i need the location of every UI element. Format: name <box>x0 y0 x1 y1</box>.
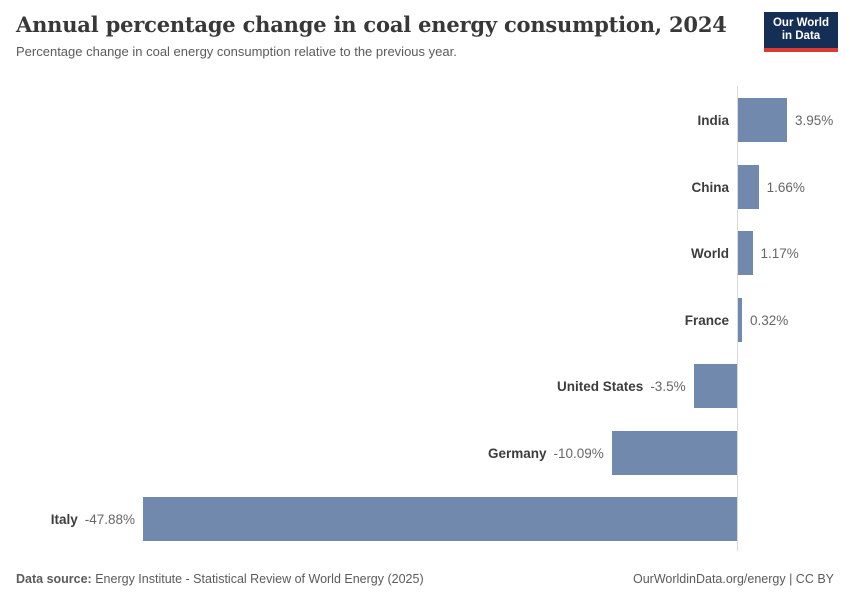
bar-france[interactable] <box>738 298 742 342</box>
header-titles: Annual percentage change in coal energy … <box>16 12 727 61</box>
value-label: -10.09% <box>553 445 604 461</box>
bar-row: China 1.66% <box>0 165 850 209</box>
bar-label-group: Germany -10.09% <box>488 431 604 475</box>
data-source: Data source: Energy Institute - Statisti… <box>16 572 424 586</box>
value-label: -47.88% <box>84 511 136 527</box>
bar-label-group: United States -3.5% <box>557 364 686 408</box>
country-label: Germany <box>488 445 547 461</box>
country-label: Italy <box>50 511 78 527</box>
credit-link[interactable]: OurWorldinData.org/energy | CC BY <box>632 572 834 586</box>
chart-header: Annual percentage change in coal energy … <box>16 12 838 61</box>
bar-row: Germany -10.09% <box>0 431 850 475</box>
bar-value-group: 1.17% <box>761 231 799 275</box>
chart-footer: Data source: Energy Institute - Statisti… <box>16 572 834 586</box>
country-label: India <box>697 112 729 128</box>
bar-row: France 0.32% <box>0 298 850 342</box>
bar-label-group: Italy -47.88% <box>51 497 135 541</box>
owid-logo-line1: Our World <box>772 17 829 29</box>
value-label: 1.66% <box>766 179 805 195</box>
country-label: World <box>691 245 729 261</box>
country-label: United States <box>557 378 644 394</box>
data-source-label: Data source: <box>16 572 92 586</box>
owid-logo-line2: in Data <box>781 30 821 42</box>
bar-row: Italy -47.88% <box>0 497 850 541</box>
country-label: France <box>684 312 729 328</box>
bar-united-states[interactable] <box>693 364 737 408</box>
value-label: 0.32% <box>749 312 789 328</box>
bar-label-group: China <box>691 165 729 209</box>
bar-value-group: 3.95% <box>795 98 833 142</box>
bar-germany[interactable] <box>611 431 737 475</box>
bar-italy[interactable] <box>143 497 737 541</box>
value-label: 1.17% <box>760 245 799 261</box>
value-label: 3.95% <box>795 112 834 128</box>
bar-label-group: India <box>697 98 729 142</box>
zero-axis-line <box>737 86 738 551</box>
data-source-text: Energy Institute - Statistical Review of… <box>95 572 424 586</box>
chart-subtitle: Percentage change in coal energy consump… <box>16 44 457 60</box>
country-label: China <box>691 179 729 195</box>
bar-world[interactable] <box>738 231 753 275</box>
bar-value-group: 1.66% <box>767 165 805 209</box>
bar-india[interactable] <box>738 98 787 142</box>
bar-label-group: France <box>685 298 729 342</box>
bar-row: India 3.95% <box>0 98 850 142</box>
bar-row: United States -3.5% <box>0 364 850 408</box>
page-title: Annual percentage change in coal energy … <box>16 12 727 37</box>
bar-value-group: 0.32% <box>750 298 788 342</box>
bar-row: World 1.17% <box>0 231 850 275</box>
bar-china[interactable] <box>738 165 759 209</box>
bar-label-group: World <box>691 231 729 275</box>
owid-logo[interactable]: Our World in Data <box>764 12 838 52</box>
value-label: -3.5% <box>650 378 686 394</box>
